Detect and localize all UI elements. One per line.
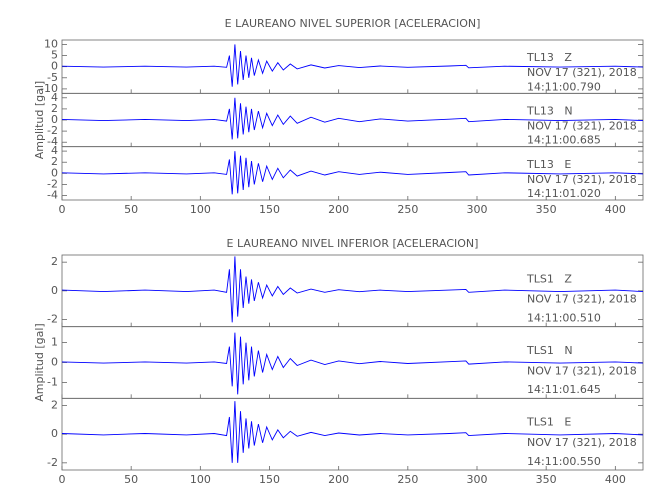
waveform [61, 44, 644, 87]
waveform [61, 151, 644, 195]
y-axis-label: Amplitud [gal] [33, 323, 46, 401]
waveform [61, 401, 644, 463]
y-tick-label: 2 [51, 255, 58, 268]
trace-time: 14:11:01.020 [527, 187, 601, 200]
trace-name: TL13 N [526, 104, 573, 117]
y-tick-label: 4 [51, 91, 58, 104]
x-tick-label: 0 [59, 473, 66, 486]
trace-name: TLS1 E [526, 416, 571, 429]
trace-name: TLS1 Z [526, 272, 572, 285]
chart-title: E LAUREANO NIVEL SUPERIOR [ACELERACION] [225, 17, 481, 30]
waveform [61, 332, 644, 395]
x-tick-label: 150 [259, 473, 280, 486]
trace-name: TL13 E [526, 158, 571, 171]
trace-name: TL13 Z [526, 51, 572, 64]
x-tick-label: 200 [328, 473, 349, 486]
y-tick-label: -4 [47, 135, 58, 148]
y-tick-label: 0 [51, 166, 58, 179]
trace-date: NOV 17 (321), 2018 [527, 364, 637, 377]
y-tick-label: -5 [47, 71, 58, 84]
trace-time: 14:11:00.685 [527, 134, 601, 147]
y-tick-label: -1 [47, 375, 58, 388]
trace-time: 14:11:00.510 [527, 312, 601, 325]
waveform [61, 97, 644, 140]
x-tick-label: 200 [328, 203, 349, 216]
y-tick-label: 4 [51, 144, 58, 157]
waveform [61, 256, 644, 323]
x-tick-label: 100 [190, 203, 211, 216]
y-tick-label: 0 [51, 356, 58, 369]
y-tick-label: 2 [51, 102, 58, 115]
y-tick-label: 2 [51, 399, 58, 412]
x-tick-label: 50 [124, 203, 138, 216]
trace-date: NOV 17 (321), 2018 [527, 173, 637, 186]
trace-date: NOV 17 (321), 2018 [527, 120, 637, 133]
trace-time: 14:11:00.790 [527, 80, 601, 93]
trace-time: 14:11:00.550 [527, 455, 601, 468]
x-tick-label: 0 [59, 203, 66, 216]
trace-name: TLS1 N [526, 344, 573, 357]
y-tick-label: 5 [51, 49, 58, 62]
y-tick-label: 10 [44, 37, 58, 50]
y-tick-label: -2 [47, 124, 58, 137]
x-tick-label: 100 [190, 473, 211, 486]
y-tick-label: 1 [51, 336, 58, 349]
y-axis-label: Amplitud [gal] [33, 81, 46, 159]
trace-time: 14:11:01.645 [527, 383, 601, 396]
y-tick-label: -2 [47, 177, 58, 190]
trace-date: NOV 17 (321), 2018 [527, 293, 637, 306]
x-tick-label: 300 [467, 203, 488, 216]
y-tick-label: 0 [51, 113, 58, 126]
x-tick-label: 250 [397, 203, 418, 216]
y-tick-label: 0 [51, 427, 58, 440]
x-tick-label: 150 [259, 203, 280, 216]
trace-date: NOV 17 (321), 2018 [527, 436, 637, 449]
x-tick-label: 300 [467, 473, 488, 486]
x-tick-label: 350 [536, 203, 557, 216]
y-tick-label: 0 [51, 60, 58, 73]
y-tick-label: 0 [51, 284, 58, 297]
y-tick-label: 2 [51, 155, 58, 168]
x-tick-label: 50 [124, 473, 138, 486]
x-tick-label: 400 [605, 203, 626, 216]
y-tick-label: -4 [47, 189, 58, 202]
x-tick-label: 350 [536, 473, 557, 486]
x-tick-label: 250 [397, 473, 418, 486]
y-tick-label: -2 [47, 456, 58, 469]
trace-date: NOV 17 (321), 2018 [527, 66, 637, 79]
chart-title: E LAUREANO NIVEL INFERIOR [ACELERACION] [227, 237, 479, 250]
y-tick-label: -10 [40, 82, 58, 95]
x-tick-label: 400 [605, 473, 626, 486]
y-tick-label: -2 [47, 313, 58, 326]
